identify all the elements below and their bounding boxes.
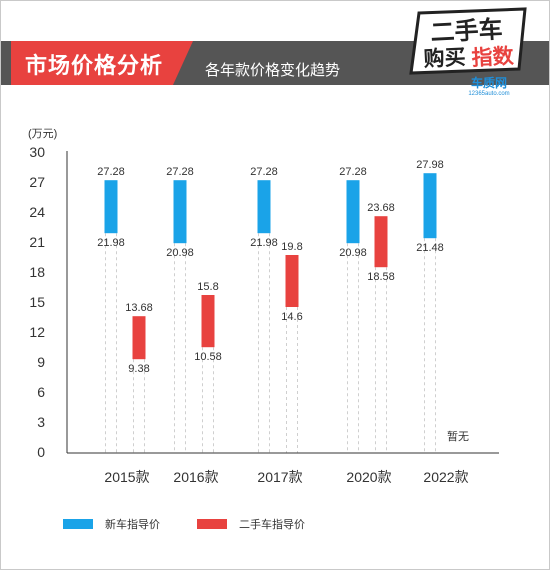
- y-tick-label: 21: [29, 234, 45, 250]
- bar-high-label: 27.28: [166, 166, 194, 178]
- new-car-price-bar: [257, 180, 271, 234]
- y-tick-label: 9: [37, 354, 45, 370]
- bar-low-label: 14.6: [281, 311, 302, 323]
- bar-high-label: 23.68: [367, 202, 395, 214]
- new-car-price-bar: [346, 180, 360, 244]
- legend-layer: 新车指导价 二手车指导价: [63, 517, 305, 531]
- new-car-price-bar: [423, 173, 437, 239]
- new-car-price-bar: [173, 180, 187, 244]
- logo-badge-shape: [409, 7, 527, 75]
- page-title: 市场价格分析: [25, 53, 164, 78]
- bar-low-label: 10.58: [194, 351, 222, 363]
- y-tick-label: 15: [29, 294, 45, 310]
- y-tick-label: 18: [29, 264, 45, 280]
- y-tick-label: 24: [29, 204, 45, 220]
- legend-label: 新车指导价: [105, 517, 160, 531]
- x-tick-label: 2020款: [346, 469, 391, 485]
- bar-low-label: 21.98: [97, 237, 125, 249]
- x-tick-label: 2017款: [257, 469, 302, 485]
- used-car-price-bar: [132, 316, 146, 360]
- logo-line1: 二手车: [430, 15, 503, 47]
- axis-layer: 0 3 6 9 12 15 18 21 24 27 30 2015款 2016款 2017款 2020款 20…: [29, 144, 499, 485]
- bar-high-label: 15.8: [197, 281, 218, 293]
- logo-brand: 车质网: [471, 75, 507, 90]
- bar-high-label: 19.8: [281, 241, 302, 253]
- new-car-price-bar: [104, 180, 118, 234]
- logo-brand-sub: 12365auto.com: [468, 91, 509, 97]
- x-tick-label: 2015款: [104, 469, 149, 485]
- used-car-price-bar: [285, 255, 299, 307]
- x-tick-label: 2022款: [423, 469, 468, 485]
- bar-high-label: 27.28: [339, 166, 367, 178]
- logo-line2a: 购买: [423, 45, 466, 71]
- bar-high-label: 27.28: [97, 166, 125, 178]
- bar-layer: [104, 173, 437, 360]
- missing-data-label: 暂无: [447, 430, 469, 443]
- bar-low-label: 20.98: [166, 247, 194, 259]
- y-tick-label: 3: [37, 414, 45, 430]
- bar-low-label: 9.38: [128, 363, 149, 375]
- header-title-badge: [11, 41, 193, 85]
- page-subtitle: 各年款价格变化趋势: [205, 62, 341, 79]
- x-tick-label: 2016款: [173, 469, 218, 485]
- y-tick-label: 30: [29, 144, 45, 160]
- legend-swatch: [63, 519, 93, 529]
- legend-swatch: [197, 519, 227, 529]
- bar-high-label: 27.28: [250, 166, 278, 178]
- bar-low-label: 20.98: [339, 247, 367, 259]
- bar-low-label: 18.58: [367, 271, 395, 283]
- bar-high-label: 27.98: [416, 159, 444, 171]
- label-layer: 27.28 21.98 27.28 20.98 27.28 21.98 27.28 20.98…: [97, 159, 469, 443]
- used-car-price-bar: [201, 295, 215, 348]
- y-tick-label: 6: [37, 384, 45, 400]
- y-tick-label: 12: [29, 324, 45, 340]
- bar-low-label: 21.98: [250, 237, 278, 249]
- bar-low-label: 21.48: [416, 242, 444, 254]
- used-car-price-bar: [374, 216, 388, 268]
- y-tick-label: 0: [37, 444, 45, 460]
- grid-layer: [105, 233, 436, 453]
- bar-high-label: 13.68: [125, 302, 153, 314]
- brand-logo: 二手车 购买 指数 车质网 12365auto.com: [409, 7, 527, 97]
- y-tick-label: 27: [29, 174, 45, 190]
- y-axis-unit-label: (万元): [28, 128, 57, 140]
- logo-line2b: 指数: [471, 45, 515, 70]
- legend-label: 二手车指导价: [239, 517, 305, 531]
